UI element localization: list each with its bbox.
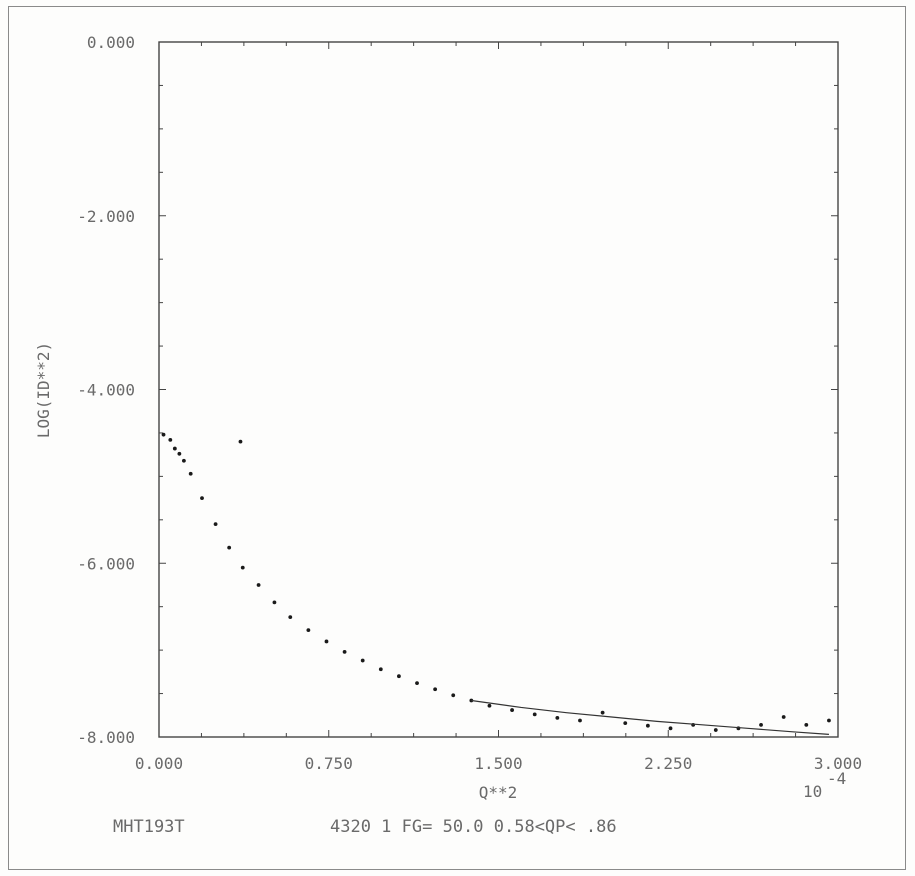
data-point bbox=[510, 708, 514, 712]
x-tick-label: 0.000 bbox=[135, 754, 183, 773]
data-point bbox=[200, 496, 204, 500]
y-tick-label: -6.000 bbox=[77, 554, 135, 573]
x-multiplier-exponent: -4 bbox=[827, 769, 846, 788]
x-tick-label: 0.750 bbox=[305, 754, 353, 773]
tick-marks bbox=[158, 41, 839, 738]
data-point bbox=[600, 710, 605, 715]
data-point bbox=[324, 639, 329, 644]
x-tick-label: 2.250 bbox=[644, 754, 692, 773]
footer-params: 4320 1 FG= 50.0 0.58<QP< .86 bbox=[330, 817, 617, 837]
data-point bbox=[188, 471, 193, 476]
data-point bbox=[578, 718, 582, 723]
data-point bbox=[451, 693, 456, 698]
data-point bbox=[288, 615, 293, 620]
plot-area-border bbox=[158, 41, 839, 738]
data-point bbox=[397, 674, 401, 679]
data-point bbox=[161, 432, 166, 437]
y-tick-label: -4.000 bbox=[77, 381, 135, 400]
data-point bbox=[306, 628, 311, 633]
data-point bbox=[415, 681, 419, 686]
data-point bbox=[227, 545, 232, 550]
data-point bbox=[781, 715, 786, 719]
data-point bbox=[469, 698, 474, 703]
data-point bbox=[623, 721, 628, 725]
data-point bbox=[168, 437, 173, 442]
data-point bbox=[238, 439, 243, 444]
data-point bbox=[532, 712, 537, 717]
data-point bbox=[256, 583, 261, 587]
y-axis-label: LOG(ID**2) bbox=[34, 342, 53, 438]
x-axis-label: Q**2 bbox=[479, 783, 518, 802]
x-tick-label: 1.500 bbox=[474, 754, 522, 773]
data-point bbox=[240, 565, 245, 570]
data-point bbox=[487, 703, 492, 708]
y-tick-label: 0.000 bbox=[87, 33, 135, 52]
x-tick-label: 3.000 bbox=[814, 754, 862, 773]
data-point bbox=[433, 687, 438, 692]
data-point bbox=[645, 723, 650, 728]
data-point bbox=[555, 715, 560, 720]
y-tick-label: -8.000 bbox=[77, 728, 135, 747]
data-point bbox=[827, 718, 831, 723]
outer-frame bbox=[8, 6, 906, 870]
y-tick-labels: 0.000 -2.000 -4.000 -6.000 -8.000 bbox=[77, 33, 135, 747]
data-point bbox=[804, 722, 809, 727]
data-point bbox=[759, 722, 763, 727]
fit-line bbox=[471, 699, 829, 735]
data-point bbox=[360, 658, 365, 663]
y-tick-label: -2.000 bbox=[77, 207, 135, 226]
data-point bbox=[272, 600, 277, 605]
data-point bbox=[668, 726, 673, 731]
data-point bbox=[213, 522, 218, 527]
data-point bbox=[177, 451, 182, 456]
data-point bbox=[342, 649, 347, 654]
data-point bbox=[378, 667, 383, 672]
footer-run-id: MHT193T bbox=[113, 817, 185, 837]
x-tick-labels: 0.000 0.750 1.500 2.250 3.000 bbox=[135, 754, 862, 773]
data-point bbox=[172, 446, 177, 451]
data-marks bbox=[161, 432, 831, 735]
data-point bbox=[713, 728, 718, 732]
data-point bbox=[181, 458, 186, 463]
x-multiplier-base: 10 bbox=[803, 782, 822, 801]
